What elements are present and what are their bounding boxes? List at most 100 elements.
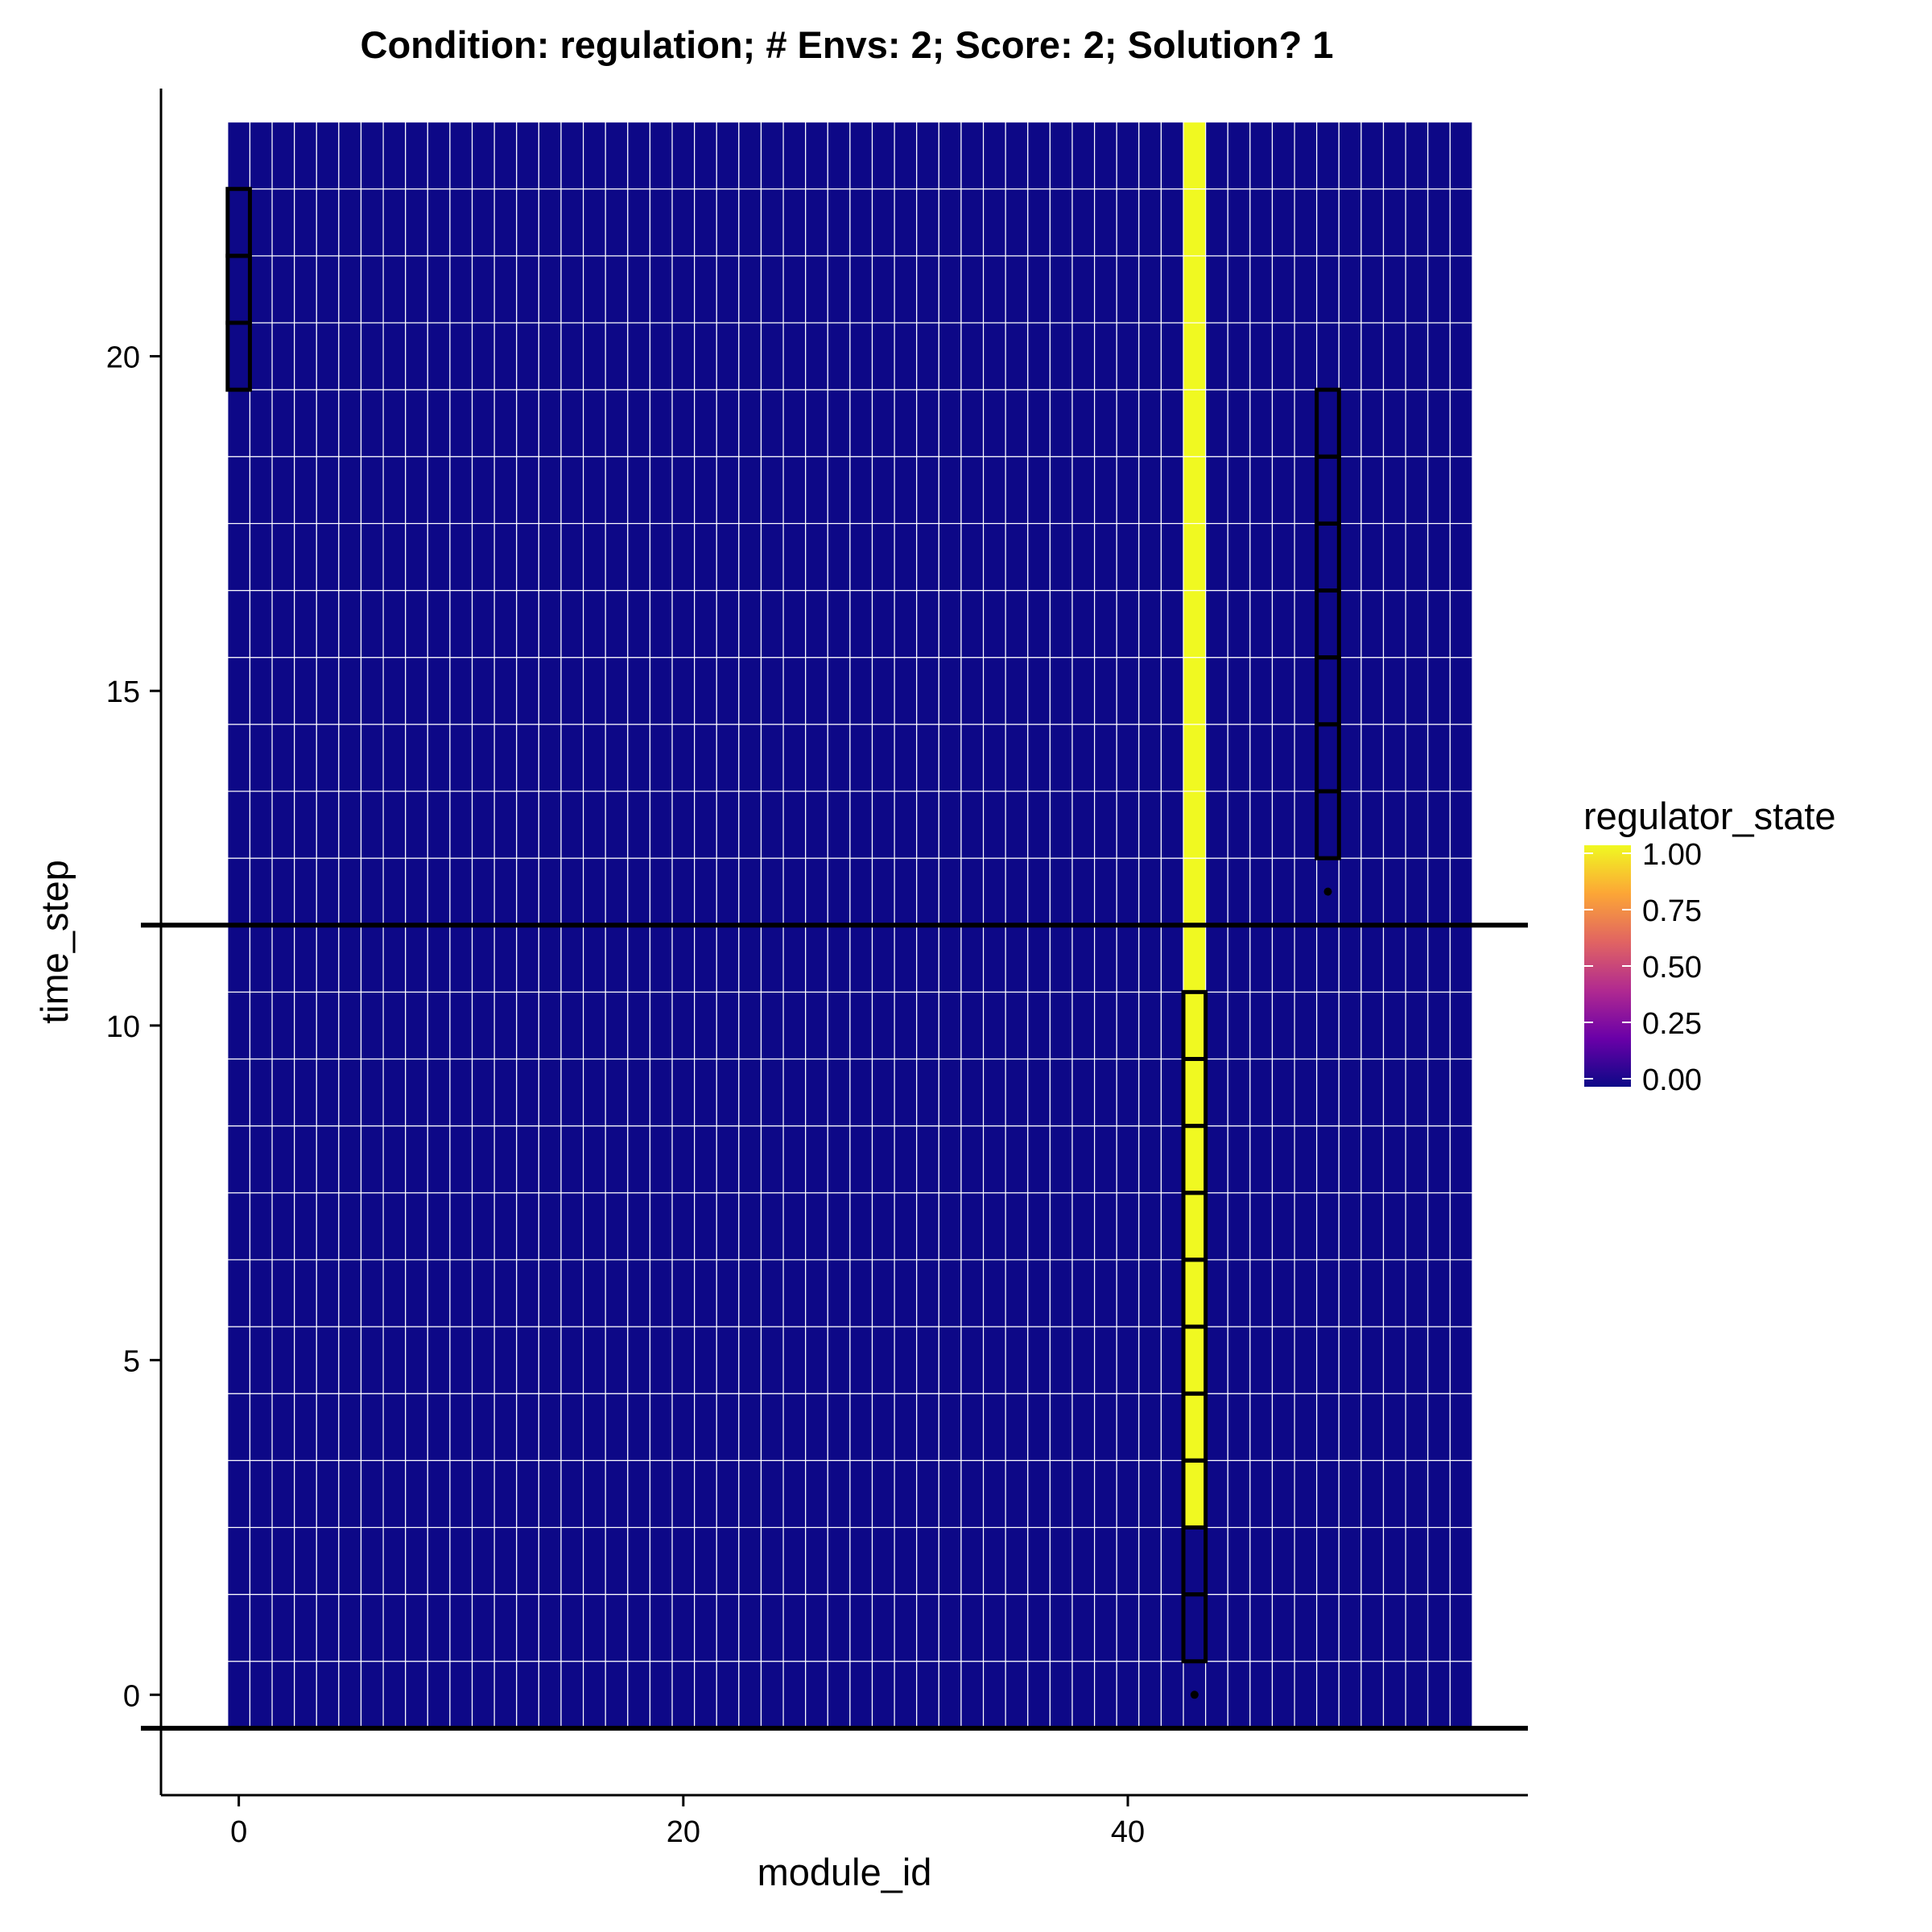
heatmap-cell [538,255,562,324]
chart-title: Condition: regulation; # Envs: 2; Score:… [361,23,1334,66]
heatmap-cell [1249,1058,1274,1127]
heatmap-cell [516,121,539,190]
heatmap-cell [294,1326,317,1394]
heatmap-cell [938,1058,962,1127]
heatmap-cell [1138,1526,1162,1596]
heatmap-cell [1005,1058,1029,1127]
heatmap-cell [271,857,295,926]
heatmap-cell [227,857,251,926]
heatmap-cell [271,1326,295,1394]
heatmap-cell [827,389,851,457]
heatmap-cell [516,1125,539,1194]
heatmap-cell [271,188,295,257]
heatmap-cell [649,589,673,658]
heatmap-cell [405,657,428,725]
heatmap-cell [627,1125,651,1194]
heatmap-cell [960,456,985,524]
heatmap-cell [760,1326,784,1394]
heatmap-cell [1116,1661,1140,1729]
heatmap-cell [538,389,562,457]
heatmap-cell [582,1526,606,1596]
heatmap-cell [582,589,606,658]
heatmap-cell [360,589,384,658]
heatmap-cell [360,791,384,859]
heatmap-cell [1116,857,1140,926]
heatmap-cell [1360,1661,1385,1729]
heatmap-cell [1094,1661,1117,1729]
heatmap-cell [1360,255,1385,324]
heatmap-cell [716,1326,740,1394]
heatmap-cell [382,924,407,993]
heatmap-cell [582,1393,606,1461]
heatmap-cell [1094,1326,1117,1394]
heatmap-cell [894,522,918,592]
heatmap-cell [493,456,518,524]
heatmap-cell [1160,991,1184,1060]
heatmap-cell [982,522,1006,592]
heatmap-cell [1049,857,1073,926]
heatmap-cell [849,522,873,592]
heatmap-cell [227,1526,251,1596]
heatmap-cell [760,1526,784,1596]
heatmap-cell [1160,1459,1184,1529]
heatmap-cell [1405,522,1429,592]
heatmap-cell [560,1593,584,1662]
heatmap-cell [1449,791,1473,859]
heatmap-cell [316,724,340,792]
heatmap-cell [1449,1192,1473,1261]
heatmap-cell [1005,121,1029,190]
heatmap-cell [360,1526,384,1596]
heatmap-cell [716,791,740,859]
heatmap-cell [516,456,539,524]
heatmap-cell [1183,791,1207,859]
heatmap-cell [627,322,651,390]
heatmap-cell [1227,791,1251,859]
heatmap-cell [605,1661,629,1729]
heatmap-cell [1249,188,1274,257]
heatmap-cell [1205,1058,1228,1127]
heatmap-cell [938,1125,962,1194]
heatmap-cell [560,522,584,592]
heatmap-cell [1294,1058,1318,1127]
heatmap-cell [916,188,939,257]
heatmap-cell [294,1393,317,1461]
heatmap-cell [560,791,584,859]
heatmap-cell [360,991,384,1060]
heatmap-cell [1271,857,1295,926]
heatmap-cell [1360,1459,1385,1529]
heatmap-cell [827,791,851,859]
heatmap-cell [1205,1326,1228,1394]
heatmap-cell [360,1192,384,1261]
heatmap-cell [582,255,606,324]
heatmap-cell [560,1259,584,1327]
heatmap-cell [894,1058,918,1127]
heatmap-cell [1271,456,1295,524]
heatmap-cell [1071,1326,1096,1394]
heatmap-cell [1249,255,1274,324]
heatmap-cell [805,924,828,993]
heatmap-cell [894,1326,918,1394]
heatmap-cell [982,657,1006,725]
heatmap-cell [827,1393,851,1461]
heatmap-cell [760,1393,784,1461]
heatmap-cell [849,456,873,524]
heatmap-cell [1027,389,1051,457]
heatmap-cell [716,1192,740,1261]
heatmap-cell [405,255,428,324]
heatmap-cell [1449,657,1473,725]
heatmap-cell [249,456,273,524]
heatmap-cell [1338,657,1362,725]
heatmap-cell [405,522,428,592]
heatmap-cell [671,1259,696,1327]
heatmap-cell [382,1526,407,1596]
heatmap-cell [982,1661,1006,1729]
heatmap-cell [849,991,873,1060]
heatmap-cell [1049,1459,1073,1529]
heatmap-cell [271,1459,295,1529]
heatmap-cell [849,657,873,725]
heatmap-cell [849,1661,873,1729]
heatmap-cell [1382,1125,1406,1194]
heatmap-cell [1071,1459,1096,1529]
heatmap-cell [649,657,673,725]
heatmap-cell [1294,255,1318,324]
